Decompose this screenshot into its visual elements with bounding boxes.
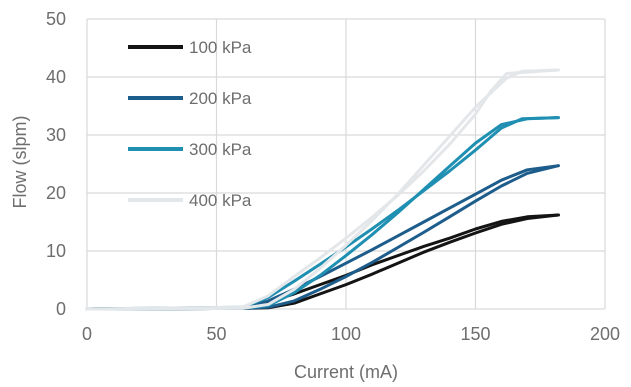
x-tick-label-4: 200 [590,324,620,344]
series-2-up-line [85,164,560,311]
y-axis-title: Flow (slpm) [10,116,30,209]
series-4-down-line [85,68,560,311]
series-3 [85,116,560,311]
legend-label-1: 100 kPa [189,38,252,57]
legend-label-4: 400 kPa [189,191,252,210]
series-4 [85,68,560,311]
x-tick-label-2: 100 [331,324,361,344]
x-tick-label-1: 50 [206,324,226,344]
x-axis-title: Current (mA) [294,362,398,382]
y-tick-label-5: 50 [46,9,66,29]
series-2 [85,164,560,311]
y-tick-label-1: 10 [46,241,66,261]
x-tick-label-0: 0 [82,324,92,344]
series-2-down-line [85,164,560,311]
series-3-down-line [85,116,560,311]
y-tick-label-3: 30 [46,125,66,145]
gridlines [86,18,606,310]
y-tick-label-0: 0 [56,299,66,319]
legend-label-2: 200 kPa [189,89,252,108]
x-tick-labels: 0 50 100 150 200 [82,324,620,344]
y-tick-label-4: 40 [46,67,66,87]
x-tick-label-3: 150 [460,324,490,344]
legend-label-3: 300 kPa [189,140,252,159]
series-3-up-line [85,116,560,311]
legend: 100 kPa 200 kPa 300 kPa 400 kPa [128,38,252,210]
y-tick-labels: 0 10 20 30 40 50 [46,9,66,319]
series-layer [85,68,560,311]
y-tick-label-2: 20 [46,183,66,203]
